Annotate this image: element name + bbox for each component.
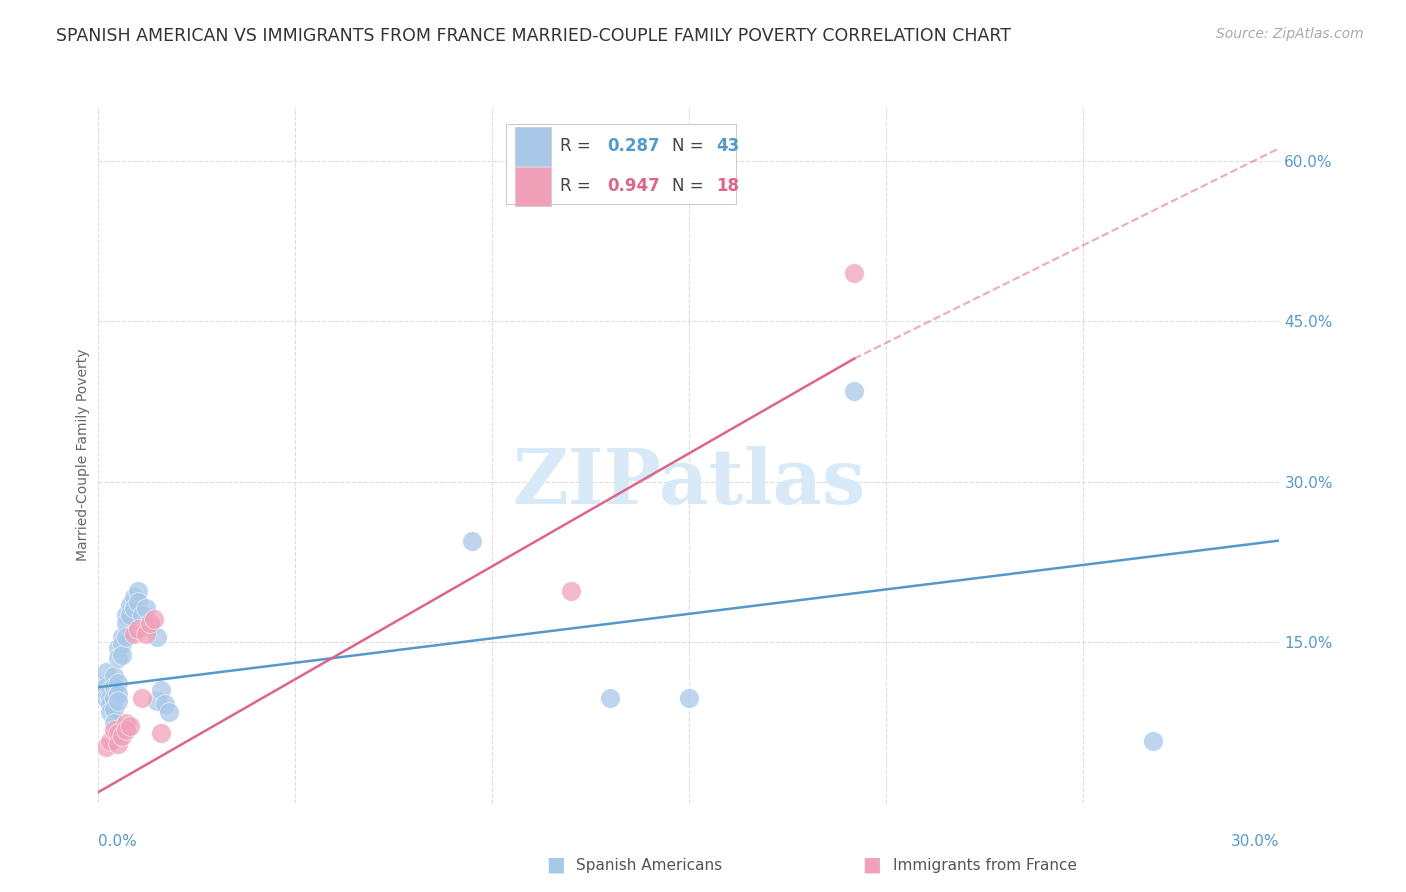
- Point: [98, 705, 121, 719]
- Point: [146, 630, 169, 644]
- Point: [111, 730, 134, 744]
- Point: [122, 591, 145, 605]
- Point: [107, 694, 129, 708]
- Point: [107, 676, 129, 690]
- Point: [127, 623, 149, 637]
- Text: 30.0%: 30.0%: [1232, 834, 1279, 849]
- Point: [103, 690, 125, 705]
- Point: [103, 715, 125, 730]
- Point: [98, 690, 121, 705]
- Point: [115, 715, 138, 730]
- Text: 43: 43: [716, 137, 740, 155]
- Point: [103, 680, 125, 694]
- Point: [157, 705, 180, 719]
- Text: ▪: ▪: [862, 851, 882, 880]
- Point: [103, 723, 125, 737]
- Text: SPANISH AMERICAN VS IMMIGRANTS FROM FRANCE MARRIED-COUPLE FAMILY POVERTY CORRELA: SPANISH AMERICAN VS IMMIGRANTS FROM FRAN…: [56, 27, 1011, 45]
- Text: N =: N =: [672, 178, 709, 195]
- Point: [98, 733, 121, 747]
- Point: [96, 690, 118, 705]
- Point: [844, 266, 866, 280]
- Point: [142, 612, 165, 626]
- Point: [150, 726, 173, 740]
- Point: [115, 608, 138, 623]
- Text: Immigrants from France: Immigrants from France: [893, 858, 1077, 872]
- Point: [115, 723, 138, 737]
- Y-axis label: Married-Couple Family Poverty: Married-Couple Family Poverty: [76, 349, 90, 561]
- Point: [98, 698, 121, 712]
- Point: [131, 608, 153, 623]
- Text: ZIPatlas: ZIPatlas: [512, 446, 866, 520]
- Point: [111, 630, 134, 644]
- Text: 0.287: 0.287: [607, 137, 659, 155]
- Point: [98, 683, 121, 698]
- Text: R =: R =: [560, 178, 596, 195]
- Point: [96, 665, 118, 680]
- Point: [96, 740, 118, 755]
- Point: [107, 737, 129, 751]
- Point: [107, 651, 129, 665]
- Point: [111, 648, 134, 662]
- Text: 0.0%: 0.0%: [98, 834, 138, 849]
- Text: 0.947: 0.947: [607, 178, 661, 195]
- Point: [146, 694, 169, 708]
- Point: [150, 683, 173, 698]
- Point: [118, 608, 141, 623]
- Point: [107, 640, 129, 655]
- Point: [135, 601, 157, 615]
- Point: [115, 615, 138, 630]
- Point: [599, 690, 621, 705]
- Point: [135, 626, 157, 640]
- Point: [118, 719, 141, 733]
- Point: [844, 384, 866, 398]
- Text: N =: N =: [672, 137, 709, 155]
- Point: [155, 698, 177, 712]
- Point: [96, 680, 118, 694]
- Point: [127, 594, 149, 608]
- Point: [91, 680, 114, 694]
- Bar: [506, 124, 737, 204]
- Point: [111, 637, 134, 651]
- Point: [103, 701, 125, 715]
- Point: [678, 690, 700, 705]
- Point: [118, 598, 141, 612]
- Point: [1142, 733, 1164, 747]
- Text: Source: ZipAtlas.com: Source: ZipAtlas.com: [1216, 27, 1364, 41]
- Text: Spanish Americans: Spanish Americans: [576, 858, 723, 872]
- Bar: [516, 128, 551, 166]
- Text: 18: 18: [716, 178, 740, 195]
- Point: [107, 726, 129, 740]
- Point: [122, 601, 145, 615]
- Point: [138, 619, 160, 633]
- Point: [115, 630, 138, 644]
- Point: [107, 687, 129, 701]
- Bar: [516, 168, 551, 205]
- Text: R =: R =: [560, 137, 596, 155]
- Point: [122, 626, 145, 640]
- Point: [138, 615, 160, 630]
- Point: [461, 533, 484, 548]
- Text: ▪: ▪: [546, 851, 565, 880]
- Point: [560, 583, 582, 598]
- Point: [103, 669, 125, 683]
- Point: [127, 583, 149, 598]
- Point: [131, 690, 153, 705]
